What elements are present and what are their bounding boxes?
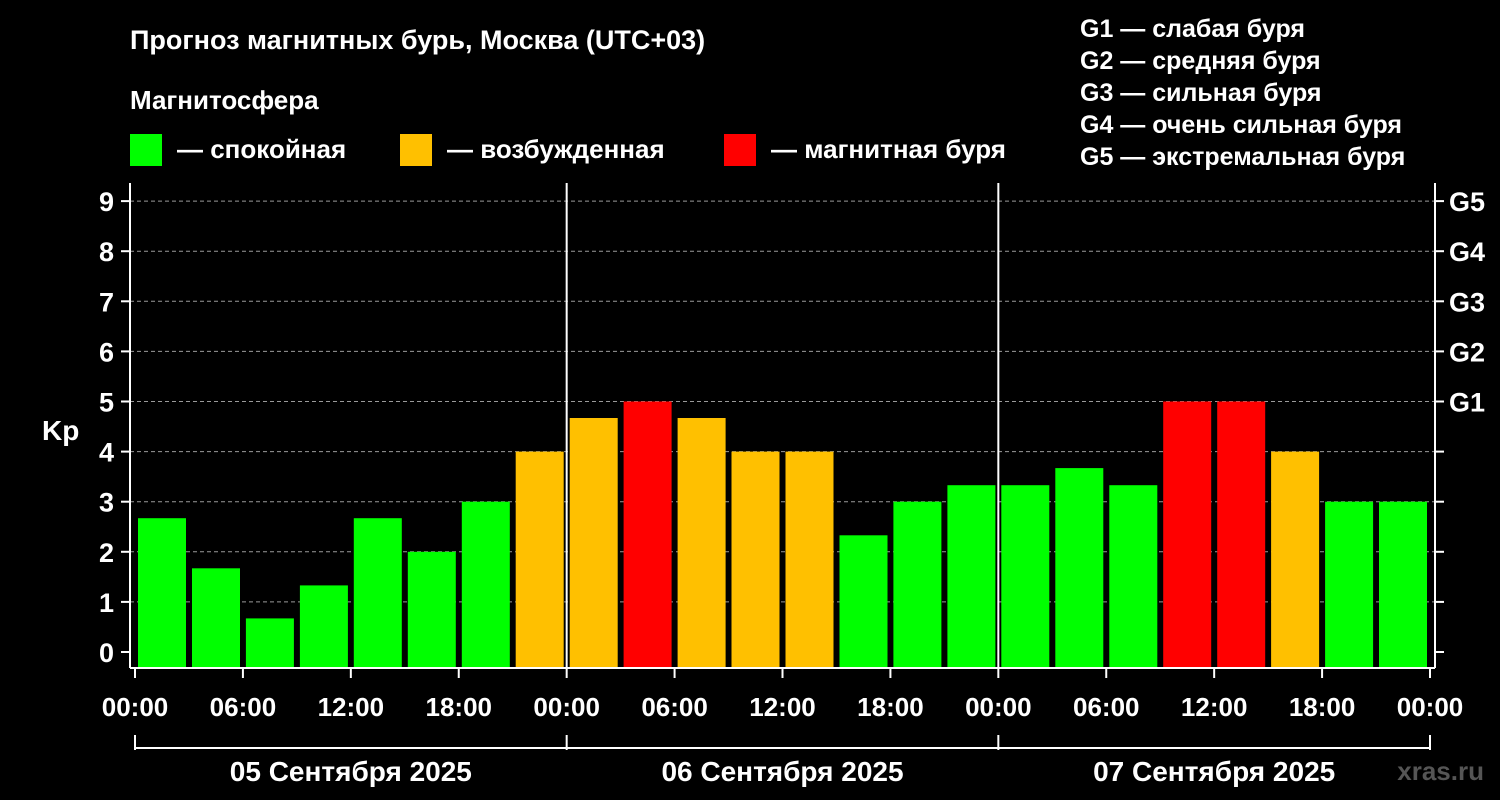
bar-1 xyxy=(192,568,240,668)
bar-7 xyxy=(515,451,564,668)
legend-label-active: — возбужденная xyxy=(447,134,665,164)
bar-19 xyxy=(1163,401,1212,668)
x-tick-label: 18:00 xyxy=(426,692,493,722)
bar-6 xyxy=(461,501,510,668)
y-axis-label: Kp xyxy=(42,415,79,446)
x-tick-label: 00:00 xyxy=(102,692,169,722)
legend-swatch-storm xyxy=(724,134,756,166)
legend-swatch-active xyxy=(400,134,432,166)
y-tick-label: 0 xyxy=(99,638,114,668)
g-tick-label: G5 xyxy=(1449,187,1485,217)
x-tick-label: 12:00 xyxy=(318,692,385,722)
x-tick-label: 12:00 xyxy=(1181,692,1248,722)
bar-18 xyxy=(1109,485,1158,668)
g-scale-g3: G3 — сильная буря xyxy=(1080,79,1322,107)
g-scale-g4: G4 — очень сильная буря xyxy=(1080,111,1402,139)
bar-23 xyxy=(1379,501,1427,668)
y-tick-label: 7 xyxy=(99,287,114,317)
x-tick-label: 00:00 xyxy=(1397,692,1464,722)
chart-title: Прогноз магнитных бурь, Москва (UTC+03) xyxy=(130,25,705,55)
y-tick-label: 3 xyxy=(99,488,114,518)
bar-15 xyxy=(947,485,996,668)
g-scale-g5: G5 — экстремальная буря xyxy=(1080,143,1405,171)
x-tick-label: 00:00 xyxy=(965,692,1032,722)
legend-heading: Магнитосфера xyxy=(130,85,319,115)
y-tick-label: 1 xyxy=(99,588,114,618)
bar-5 xyxy=(407,551,456,668)
watermark: xras.ru xyxy=(1397,756,1484,786)
bar-14 xyxy=(893,501,942,668)
y-tick-label: 2 xyxy=(99,538,114,568)
bar-9 xyxy=(623,401,672,668)
bar-21 xyxy=(1271,451,1320,668)
bar-4 xyxy=(353,518,402,668)
bar-13 xyxy=(839,535,888,668)
bar-0 xyxy=(138,518,186,668)
x-tick-label: 06:00 xyxy=(1073,692,1140,722)
legend-label-quiet: — спокойная xyxy=(177,134,346,164)
y-tick-label: 4 xyxy=(99,438,114,468)
bar-20 xyxy=(1217,401,1266,668)
g-tick-label: G4 xyxy=(1449,237,1485,267)
g-tick-label: G1 xyxy=(1449,388,1485,418)
legend-swatch-quiet xyxy=(130,134,162,166)
plot-area: 0 1 2 3 4 5 6 7 8 9 G1 G2 G3 G4 G5 00:00 06:00 12:00 18:00… xyxy=(99,183,1485,787)
bar-22 xyxy=(1325,501,1374,668)
g-tick-label: G3 xyxy=(1449,287,1485,317)
legend-label-storm: — магнитная буря xyxy=(771,134,1006,164)
bar-16 xyxy=(1001,485,1050,668)
bar-2 xyxy=(245,618,294,668)
bar-17 xyxy=(1055,468,1104,668)
g-scale-g2: G2 — средняя буря xyxy=(1080,47,1321,75)
x-tick-label: 06:00 xyxy=(210,692,277,722)
g-tick-label: G2 xyxy=(1449,337,1485,367)
day-label: 05 Сентября 2025 xyxy=(230,756,472,787)
day-label: 07 Сентября 2025 xyxy=(1093,756,1335,787)
y-tick-label: 8 xyxy=(99,237,114,267)
bar-8 xyxy=(569,418,618,668)
y-tick-label: 9 xyxy=(99,187,114,217)
x-tick-label: 18:00 xyxy=(857,692,924,722)
x-tick-label: 18:00 xyxy=(1289,692,1356,722)
bar-3 xyxy=(299,585,348,668)
bar-10 xyxy=(677,418,726,668)
y-tick-label: 5 xyxy=(99,388,114,418)
bar-11 xyxy=(731,451,780,668)
x-tick-label: 00:00 xyxy=(533,692,600,722)
bar-12 xyxy=(785,451,834,668)
x-tick-label: 06:00 xyxy=(641,692,708,722)
y-tick-label: 6 xyxy=(99,337,114,367)
g-scale-g1: G1 — слабая буря xyxy=(1080,15,1305,43)
x-tick-label: 12:00 xyxy=(749,692,816,722)
day-label: 06 Сентября 2025 xyxy=(661,756,903,787)
